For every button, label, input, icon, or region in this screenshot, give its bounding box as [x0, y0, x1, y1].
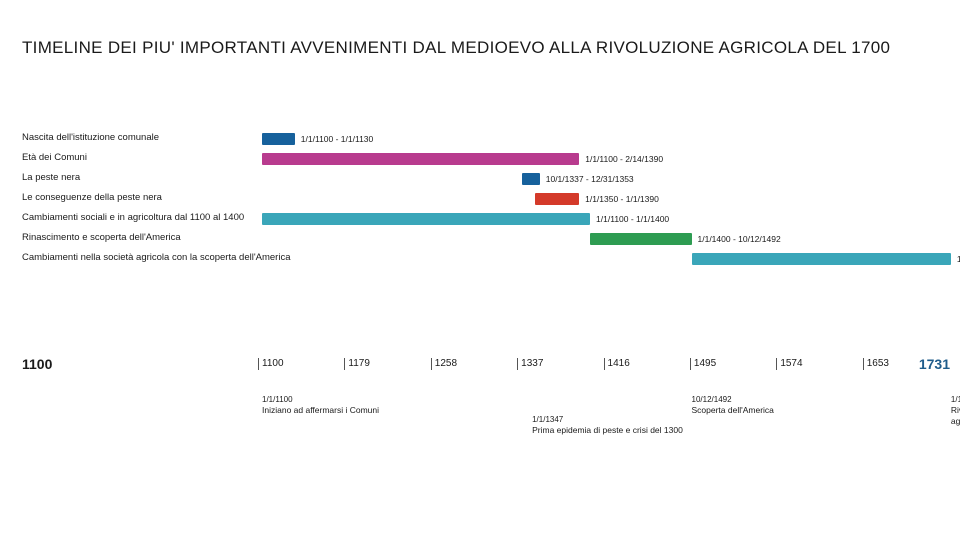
gantt-bar-dates: 1/1/1100 - 1/1/1130 — [301, 134, 373, 144]
milestone-text: Rivoluzio ne agricola — [951, 405, 960, 427]
gantt-bar — [262, 153, 579, 165]
axis-end-year: 1731 — [919, 356, 950, 372]
gantt-row: Cambiamenti nella società agricola con l… — [22, 250, 938, 269]
gantt-bar-dates: 1/1/1400 - 10/12/1492 — [698, 234, 781, 244]
gantt-chart: Nascita dell'istituzione comunale 1/1/110… — [22, 130, 938, 270]
milestone: 1/1/1730Rivoluzio ne agricola — [951, 395, 960, 427]
gantt-row: Cambiamenti sociali e in agricoltura dal… — [22, 210, 938, 229]
gantt-row: Rinascimento e scoperta dell'America 1/1/… — [22, 230, 938, 249]
axis-tick: 1653 — [867, 358, 889, 369]
gantt-bar — [262, 133, 295, 145]
axis-tick: 1416 — [608, 358, 630, 369]
milestone-text: Prima epidemia di peste e crisi del 1300 — [532, 425, 683, 436]
axis-tick: 1258 — [435, 358, 457, 369]
gantt-row: La peste nera 10/1/1337 - 12/31/1353 — [22, 170, 938, 189]
gantt-bar-dates: 1/1/1350 - 1/1/1390 — [585, 194, 659, 204]
gantt-bar-dates: 1/1/1100 - 2/14/1390 — [585, 154, 663, 164]
gantt-row-label: Cambiamenti nella società agricola con l… — [22, 252, 290, 263]
page-title: TIMELINE DEI PIU' IMPORTANTI AVVENIMENTI… — [22, 38, 938, 58]
gantt-row-label: La peste nera — [22, 172, 80, 183]
axis-tick: 1337 — [521, 358, 543, 369]
gantt-row-label: Età dei Comuni — [22, 152, 87, 163]
axis-start-year: 1100 — [22, 356, 52, 372]
milestone: 1/1/1347Prima epidemia di peste e crisi … — [532, 415, 683, 436]
gantt-bar — [590, 233, 691, 245]
axis-tick: 1179 — [348, 358, 370, 369]
gantt-row: Età dei Comuni 1/1/1100 - 2/14/1390 — [22, 150, 938, 169]
gantt-bar — [535, 193, 579, 205]
milestone-date: 1/1/1347 — [532, 415, 683, 425]
axis-tick: 1574 — [780, 358, 802, 369]
gantt-row-label: Nascita dell'istituzione comunale — [22, 132, 159, 143]
gantt-row-label: Cambiamenti sociali e in agricoltura dal… — [22, 212, 244, 223]
gantt-row: Le conseguenze della peste nera 1/1/1350 … — [22, 190, 938, 209]
gantt-bar-dates: 10/1/1337 - 12/31/1353 — [546, 174, 634, 184]
milestone-date: 1/1/1100 — [262, 395, 379, 405]
axis-tick: 1100 — [262, 358, 284, 369]
gantt-bar — [522, 173, 540, 185]
milestone-text: Iniziano ad affermarsi i Comuni — [262, 405, 379, 416]
milestone-date: 10/12/1492 — [692, 395, 774, 405]
milestone-text: Scoperta dell'America — [692, 405, 774, 416]
gantt-row-label: Le conseguenze della peste nera — [22, 192, 162, 203]
gantt-row: Nascita dell'istituzione comunale 1/1/110… — [22, 130, 938, 149]
gantt-bar-dates: 1/1/1100 - 1/1/1400 — [596, 214, 669, 224]
milestone: 1/1/1100Iniziano ad affermarsi i Comuni — [262, 395, 379, 416]
gantt-row-label: Rinascimento e scoperta dell'America — [22, 232, 181, 243]
gantt-bar — [262, 213, 590, 225]
gantt-bar — [692, 253, 951, 265]
milestone: 10/12/1492Scoperta dell'America — [692, 395, 774, 416]
milestone-date: 1/1/1730 — [951, 395, 960, 405]
axis-tick: 1495 — [694, 358, 716, 369]
